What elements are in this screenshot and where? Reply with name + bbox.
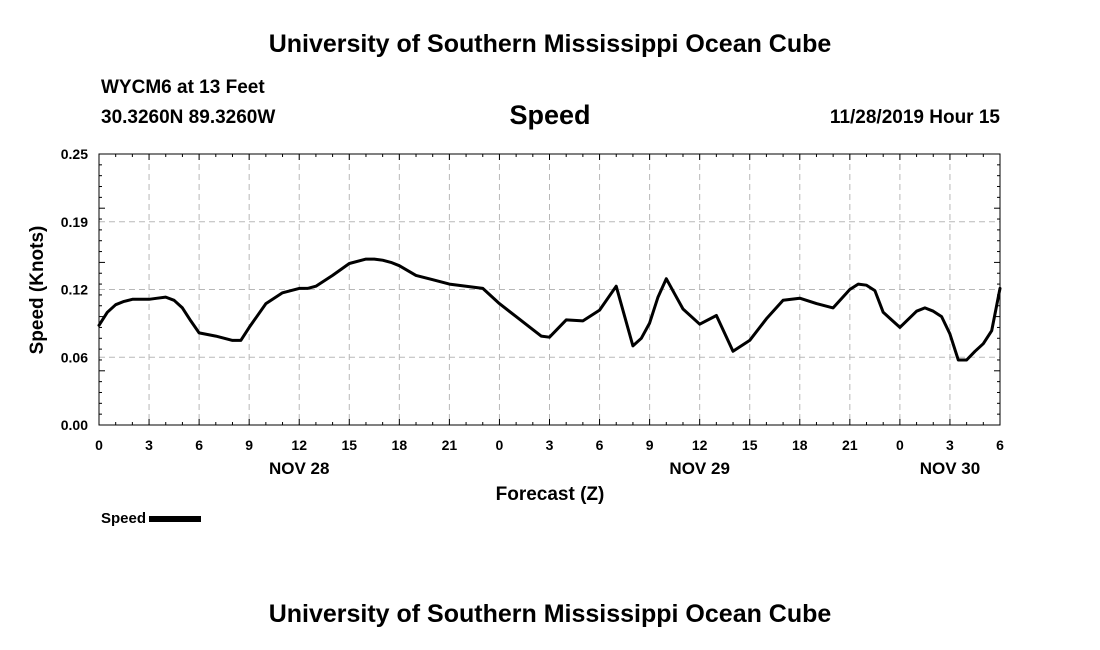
footer-title: University of Southern Mississippi Ocean… <box>268 600 832 628</box>
x-tick-label: 18 <box>792 437 808 453</box>
x-tick-label: 3 <box>946 437 954 453</box>
series-layer <box>97 257 1002 362</box>
x-tick-label: 21 <box>842 437 858 453</box>
legend: Speed <box>101 510 202 527</box>
x-tick-label: 9 <box>245 437 253 453</box>
x-tick-label: 15 <box>742 437 758 453</box>
x-tick-label: 15 <box>341 437 357 453</box>
x-tick-label: 21 <box>442 437 458 453</box>
x-tick-label: 18 <box>392 437 408 453</box>
x-axis-label: Forecast (Z) <box>496 484 605 505</box>
forecast-date-label: 11/28/2019 Hour 15 <box>829 107 1000 128</box>
x-tick-label: 12 <box>291 437 307 453</box>
y-tick-label: 0.19 <box>61 214 88 230</box>
x-tick-label: 0 <box>95 437 103 453</box>
x-tick-label: 6 <box>596 437 604 453</box>
legend-label: Speed <box>101 510 147 527</box>
x-tick-label: 0 <box>496 437 504 453</box>
speed-series-line <box>97 257 1002 362</box>
x-tick-label: 12 <box>692 437 708 453</box>
axis-layer: 0 3 6 9 12 15 18 21 0 3 6 9 12 15 18 21 0 3 6 NOV 28 NOV 29 N… <box>61 146 1004 478</box>
y-tick-label: 0.06 <box>61 349 88 365</box>
legend-line-swatch <box>149 515 202 522</box>
x-tick-label: 3 <box>145 437 153 453</box>
x-tick-label: 6 <box>996 437 1004 453</box>
x-day-label: NOV 28 <box>269 459 329 478</box>
x-tick-label: 3 <box>546 437 554 453</box>
x-day-label: NOV 29 <box>669 459 729 478</box>
x-day-label: NOV 30 <box>920 459 980 478</box>
chart-title: Speed <box>509 100 591 130</box>
y-tick-label: 0.00 <box>61 417 88 433</box>
x-tick-label: 6 <box>195 437 203 453</box>
page-title: University of Southern Mississippi Ocean… <box>268 30 832 58</box>
x-tick-label: 9 <box>646 437 654 453</box>
y-axis-label: Speed (Knots) <box>27 226 48 355</box>
x-tick-label: 0 <box>896 437 904 453</box>
y-tick-label: 0.12 <box>61 282 88 298</box>
grid-layer <box>99 154 1000 425</box>
coordinates-label: 30.3260N 89.3260W <box>101 107 276 128</box>
y-tick-label: 0.25 <box>61 146 88 162</box>
station-label: WYCM6 at 13 Feet <box>101 77 265 98</box>
